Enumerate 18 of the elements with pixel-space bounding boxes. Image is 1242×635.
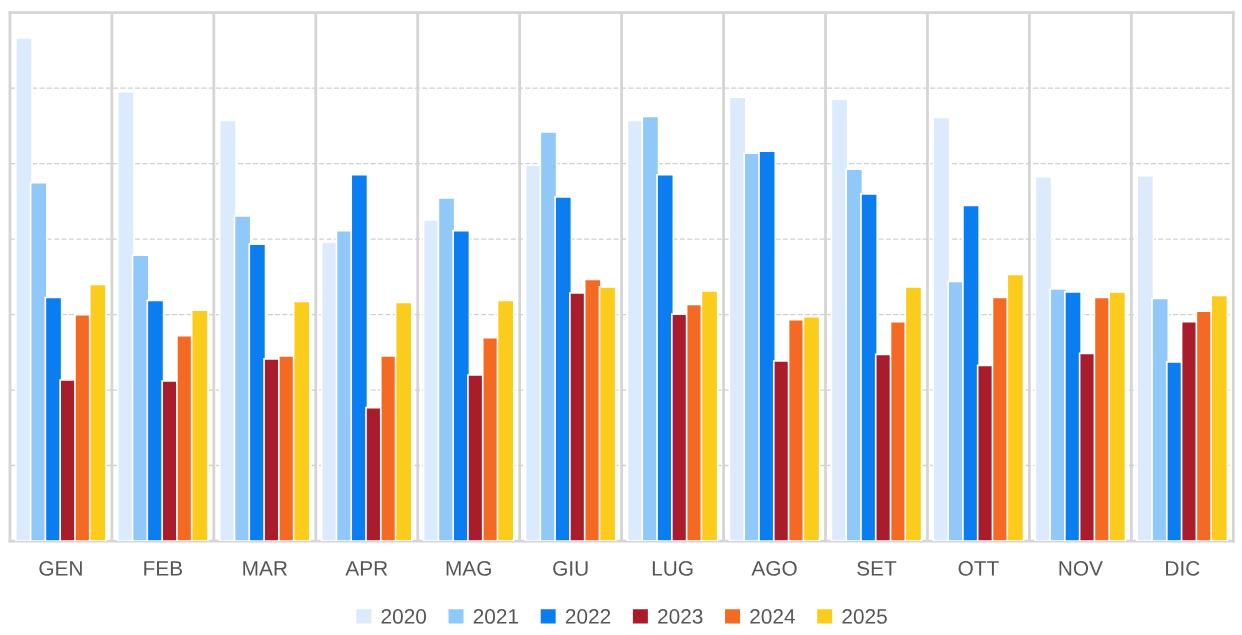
legend-label: 2023	[658, 609, 703, 624]
x-tick-label: FEB	[144, 561, 183, 576]
legend-label: 2020	[381, 609, 427, 624]
x-tick-label: LUG	[652, 561, 693, 576]
x-tick-label: GIU	[553, 561, 588, 576]
x-tick-label: SET	[857, 561, 897, 576]
legend-label: 2021	[473, 609, 519, 624]
x-tick-label: GEN	[39, 561, 82, 576]
x-tick-label: OTT	[958, 561, 999, 576]
legend-label: 2024	[750, 609, 795, 624]
x-tick-label: NOV	[1059, 561, 1103, 576]
legend-label: 2025	[842, 609, 887, 624]
legend-label: 2022	[565, 609, 611, 624]
x-tick-label: MAR	[243, 561, 287, 576]
x-tick-label: DIC	[1166, 561, 1200, 576]
x-tick-label: AGO	[751, 561, 797, 576]
x-tick-label: MAG	[446, 561, 491, 576]
x-tick-label: APR	[345, 561, 388, 576]
